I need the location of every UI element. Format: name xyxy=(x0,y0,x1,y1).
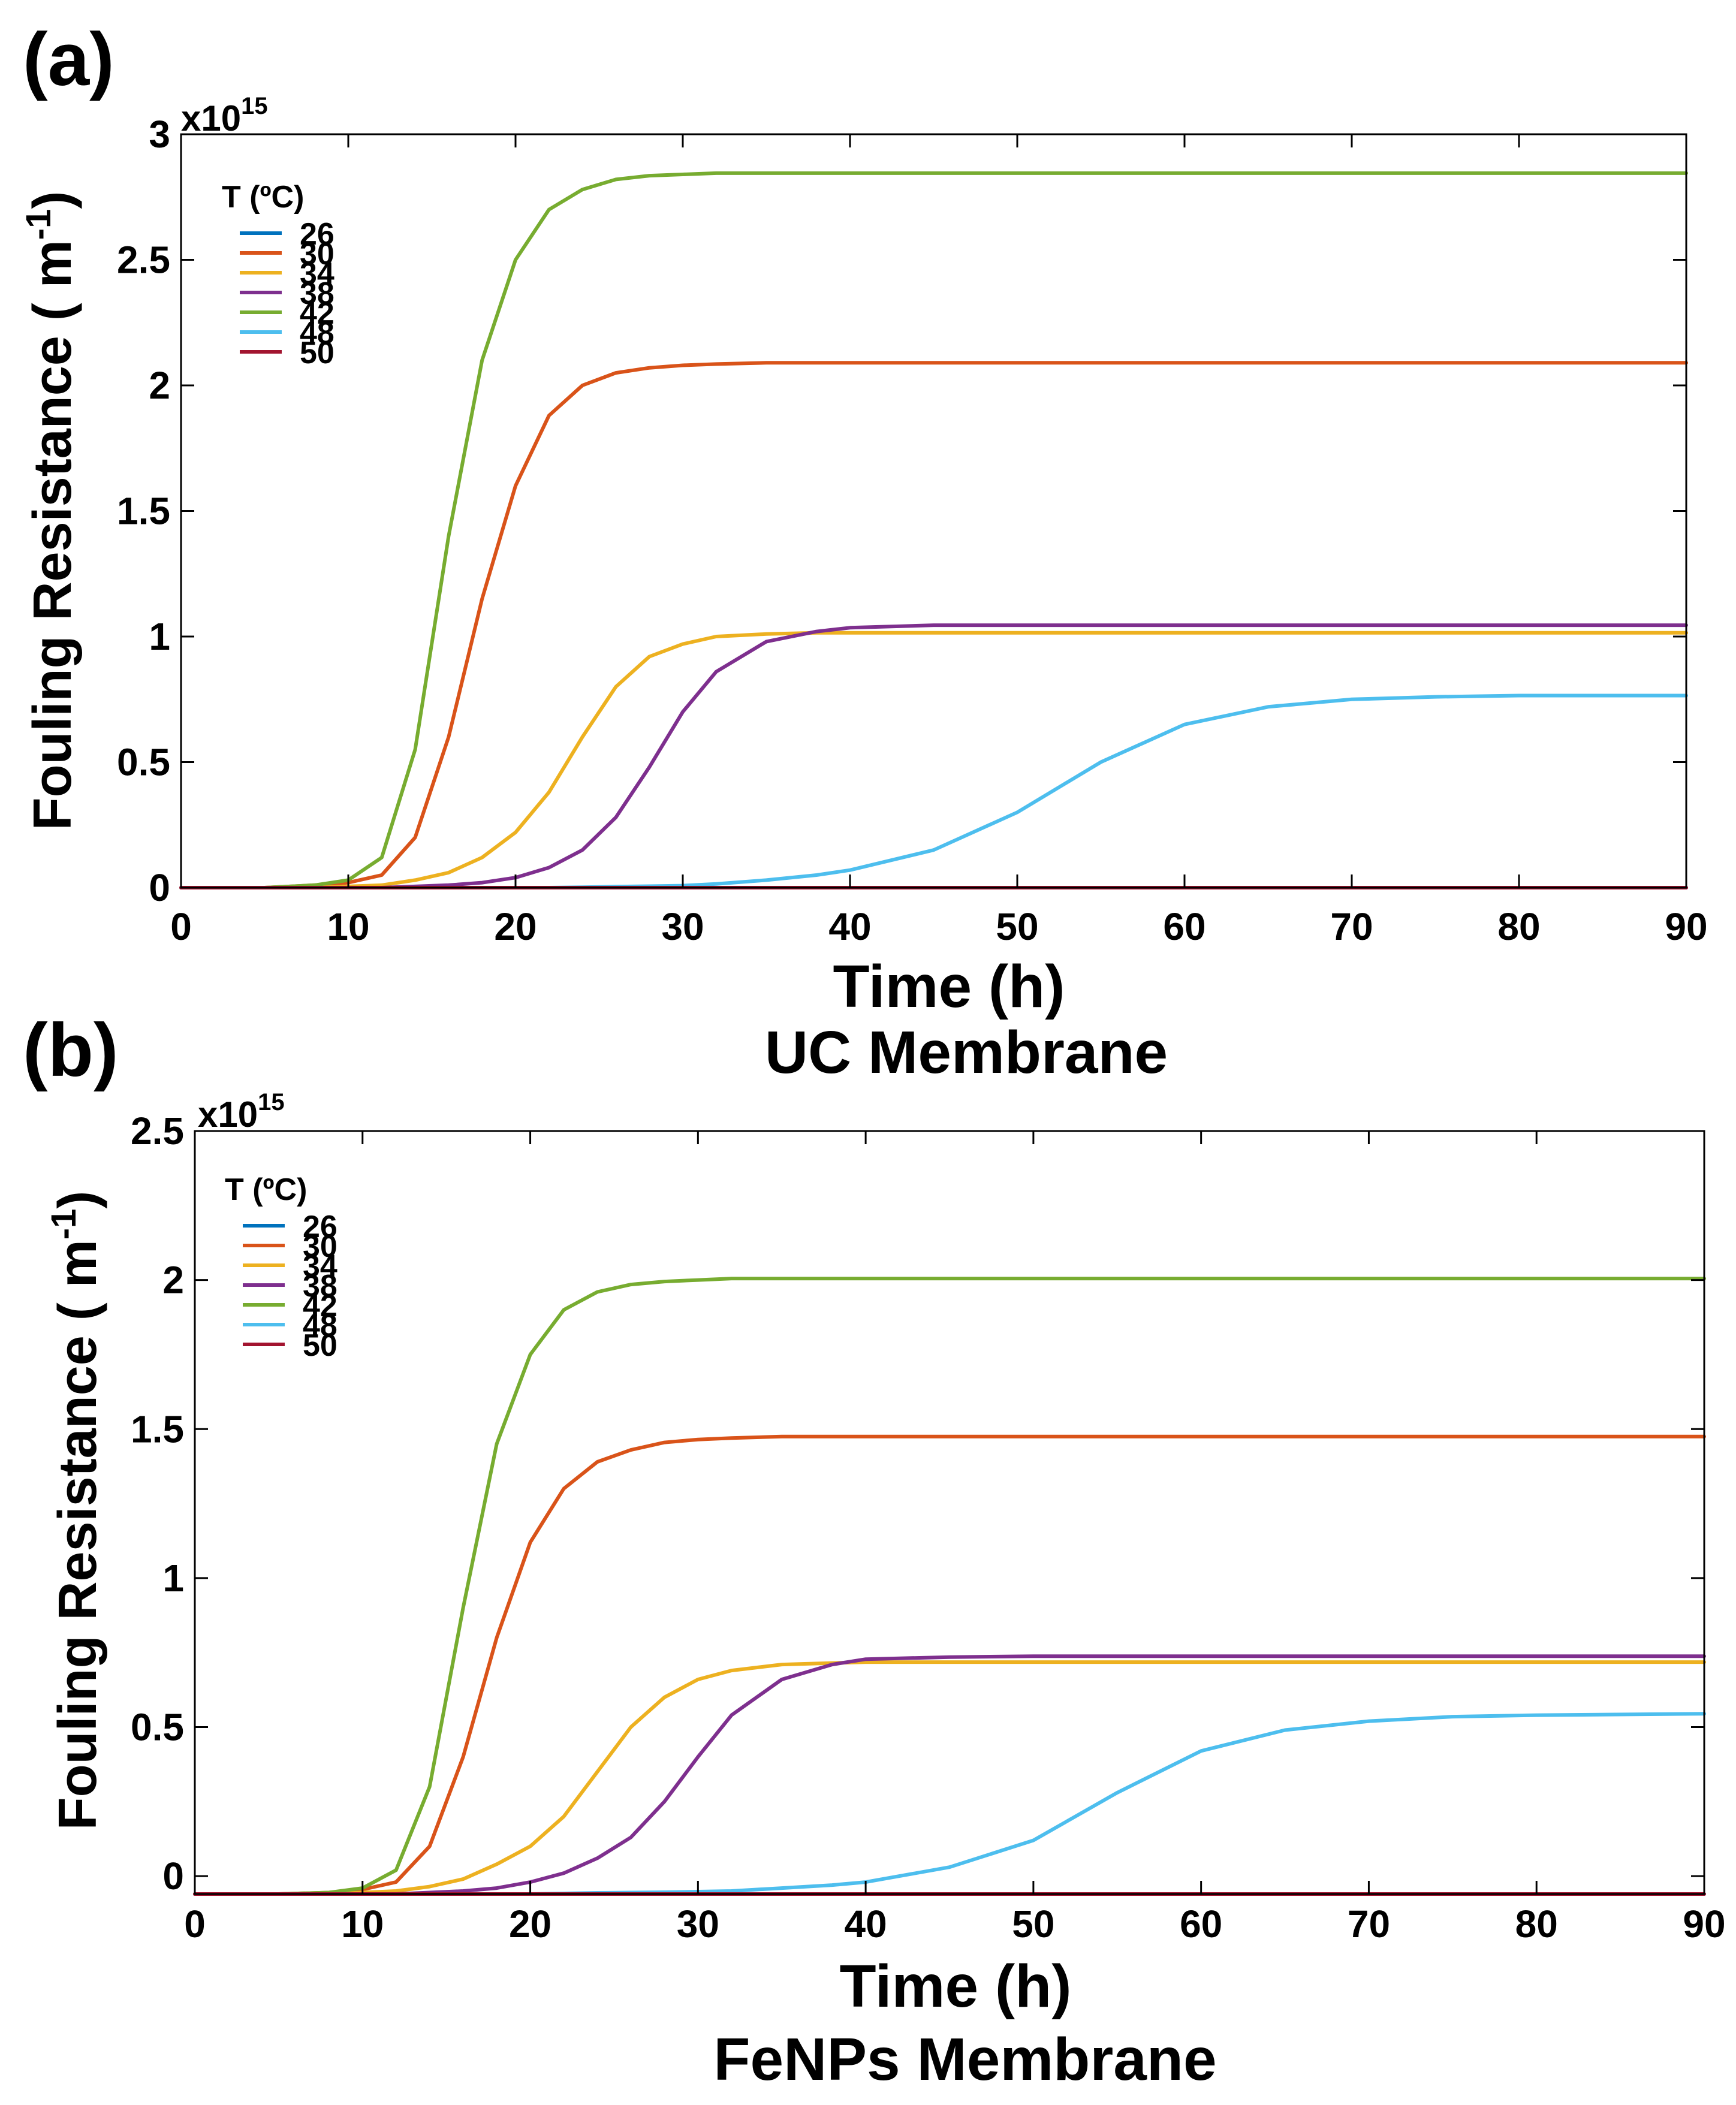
plot-frame xyxy=(194,1130,1705,1895)
legend-label-48: 48 xyxy=(303,1308,337,1343)
legend-label-38: 38 xyxy=(300,276,334,311)
x-axis-label: Time (h) xyxy=(839,1953,1071,2020)
legend-label-50: 50 xyxy=(303,1328,337,1363)
y-tick-label: 2.5 xyxy=(117,239,170,282)
legend-label-26: 26 xyxy=(303,1210,337,1244)
y-tick-label: 1.5 xyxy=(131,1407,184,1450)
x-tick-label: 40 xyxy=(845,1902,887,1946)
legend-label-26: 26 xyxy=(300,217,334,252)
x-tick-label: 20 xyxy=(494,905,537,948)
legend-label-34: 34 xyxy=(300,257,334,291)
legend-title: T (ºC) xyxy=(222,180,304,215)
series-line-34 xyxy=(193,1660,1706,1896)
x-tick-label: 0 xyxy=(170,905,192,948)
y-multiplier-base: x10 xyxy=(198,1094,258,1135)
y-tick-label: 0 xyxy=(149,866,170,909)
x-tick-label: 90 xyxy=(1665,905,1707,948)
x-tick-label: 0 xyxy=(184,1902,206,1946)
membrane-subtitle: FeNPs Membrane xyxy=(713,2026,1216,2093)
y-tick-label: 3 xyxy=(149,113,170,156)
x-tick-label: 30 xyxy=(677,1902,719,1946)
legend-label-30: 30 xyxy=(303,1229,337,1264)
y-tick-label: 0 xyxy=(162,1854,184,1898)
y-multiplier: x1015 xyxy=(198,1089,285,1135)
legend-label-42: 42 xyxy=(300,296,334,331)
x-tick-label: 20 xyxy=(509,1902,551,1946)
y-tick-label: 2.5 xyxy=(131,1109,184,1153)
legend-label-30: 30 xyxy=(300,237,334,272)
x-tick-label: 80 xyxy=(1515,1902,1558,1946)
y-tick-label: 1 xyxy=(149,615,170,658)
panel-label: (a) xyxy=(23,18,114,101)
y-axis-label-superscript: -1 xyxy=(19,209,58,240)
series-line-42 xyxy=(179,171,1688,889)
x-tick-label: 90 xyxy=(1683,1902,1725,1946)
y-axis-label-close: ) xyxy=(23,191,83,209)
x-tick-label: 10 xyxy=(341,1902,384,1946)
x-tick-label: 70 xyxy=(1348,1902,1390,1946)
y-tick-label: 0.5 xyxy=(131,1706,184,1749)
y-axis-label-main: Fouling Resistance ( m xyxy=(48,1240,108,1830)
membrane-subtitle: UC Membrane xyxy=(765,1019,1168,1086)
x-tick-label: 10 xyxy=(327,905,369,948)
legend-title: T (ºC) xyxy=(225,1172,307,1207)
panel-b: 0 10 20 30 40 50 60 70 80 90 0 0.5 1 1.5 2 2.5 (b) x1015 F… xyxy=(23,1009,1726,2093)
y-axis-label-close: ) xyxy=(48,1191,108,1209)
legend-label-38: 38 xyxy=(303,1269,337,1304)
series-line-30 xyxy=(179,361,1688,889)
x-tick-label: 60 xyxy=(1163,905,1205,948)
series-line-30 xyxy=(193,1434,1706,1896)
x-axis-label: Time (h) xyxy=(833,953,1065,1020)
x-tick-label: 40 xyxy=(828,905,871,948)
y-multiplier: x1015 xyxy=(181,93,268,138)
y-multiplier-base: x10 xyxy=(181,98,241,138)
y-axis-label: Fouling Resistance ( m-1) xyxy=(44,1191,108,1830)
x-tick-label: 60 xyxy=(1180,1902,1222,1946)
y-multiplier-exponent: 15 xyxy=(241,93,268,119)
legend-label-48: 48 xyxy=(300,316,334,351)
x-tick-label: 50 xyxy=(996,905,1038,948)
x-tick-label: 70 xyxy=(1330,905,1373,948)
x-tick-label: 50 xyxy=(1012,1902,1054,1946)
series-line-42 xyxy=(193,1277,1706,1896)
y-tick-label: 1 xyxy=(162,1557,184,1600)
y-axis-label-superscript: -1 xyxy=(44,1209,83,1240)
y-tick-label: 0.5 xyxy=(117,741,170,784)
series-line-34 xyxy=(179,631,1688,889)
x-tick-label: 80 xyxy=(1497,905,1540,948)
panel-a: 0 10 20 30 40 50 60 70 80 90 0 0.5 1 1.5 2 2.5 3 (a) x1015… xyxy=(19,18,1708,1086)
x-tick-label: 30 xyxy=(661,905,704,948)
y-tick-label: 1.5 xyxy=(117,490,170,533)
y-tick-label: 2 xyxy=(149,364,170,407)
y-axis-label-main: Fouling Resistance ( m xyxy=(23,240,83,830)
legend-label-34: 34 xyxy=(303,1249,337,1284)
legend-label-42: 42 xyxy=(303,1289,337,1323)
y-tick-label: 2 xyxy=(162,1259,184,1302)
y-axis-label: Fouling Resistance ( m-1) xyxy=(19,191,83,831)
y-multiplier-exponent: 15 xyxy=(258,1089,285,1115)
legend-label-50: 50 xyxy=(300,336,334,370)
panel-label: (b) xyxy=(23,1009,119,1092)
